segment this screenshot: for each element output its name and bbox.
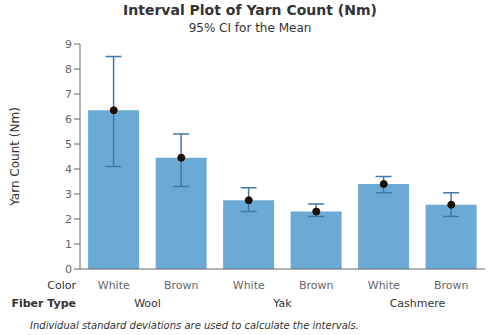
- svg-text:0: 0: [65, 263, 72, 276]
- svg-text:Yak: Yak: [272, 297, 292, 310]
- svg-text:Brown: Brown: [299, 279, 334, 292]
- svg-text:White: White: [368, 279, 400, 292]
- svg-text:Brown: Brown: [434, 279, 469, 292]
- svg-text:White: White: [233, 279, 265, 292]
- svg-text:2: 2: [65, 213, 72, 226]
- svg-text:6: 6: [65, 113, 72, 126]
- svg-text:8: 8: [65, 63, 72, 76]
- svg-text:White: White: [98, 279, 130, 292]
- svg-text:Yarn Count (Nm): Yarn Count (Nm): [8, 107, 22, 207]
- html-text:Individual standard deviations: Individual standard deviations are used …: [30, 320, 359, 331]
- svg-text:5: 5: [65, 138, 72, 151]
- svg-text:4: 4: [65, 163, 72, 176]
- svg-text:9: 9: [65, 38, 72, 51]
- svg-text:7: 7: [65, 88, 72, 101]
- svg-text:Cashmere: Cashmere: [390, 297, 446, 310]
- html-text:95% CI for the Mean: 95% CI for the Mean: [188, 21, 312, 35]
- html-text:Interval Plot of Yarn Count (N: Interval Plot of Yarn Count (Nm): [123, 2, 377, 18]
- svg-text:Fiber Type: Fiber Type: [11, 297, 76, 310]
- svg-text:3: 3: [65, 188, 72, 201]
- svg-text:1: 1: [65, 238, 72, 251]
- svg-text:Color: Color: [47, 279, 76, 292]
- svg-text:Brown: Brown: [164, 279, 199, 292]
- svg-text:Wool: Wool: [134, 297, 161, 310]
